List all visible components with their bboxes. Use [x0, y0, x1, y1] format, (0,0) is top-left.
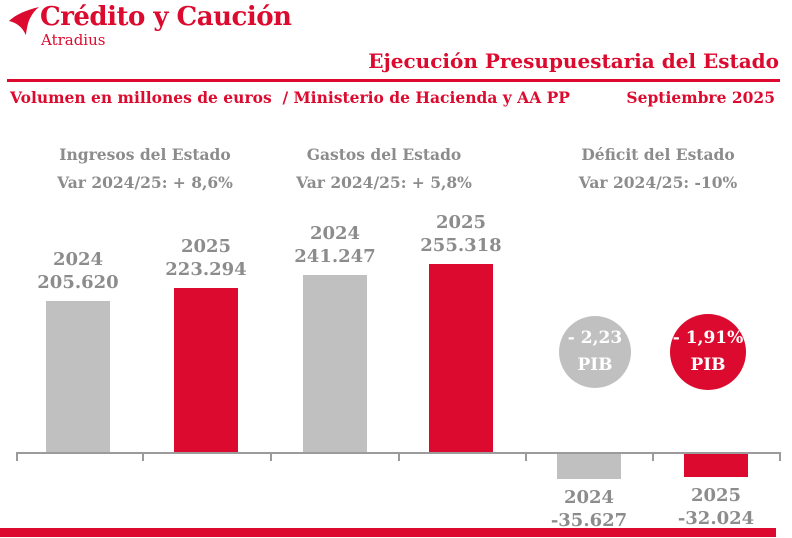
page-title: Ejecución Presupuestaria del Estado — [368, 49, 779, 73]
bar — [174, 288, 238, 453]
axis-tick — [142, 452, 144, 461]
bar — [557, 453, 621, 479]
group-variation: Var 2024/25: + 8,6% — [57, 172, 233, 192]
group-title: Déficit del Estado — [581, 145, 735, 164]
bar-cell-ingresos-2025: 2025 223.294 — [141, 236, 271, 453]
pib-badge-2025: - 1,91% PIB — [670, 314, 746, 390]
bar-cell-deficit-2024: 2024 -35.627 — [524, 453, 654, 532]
bar — [684, 453, 748, 477]
bar-label: 2024 205.620 — [37, 249, 118, 294]
bar-cell-ingresos-2024: 2024 205.620 — [13, 249, 143, 453]
axis-tick — [16, 452, 18, 461]
group-header-deficit: Déficit del Estado Var 2024/25: -10% — [543, 141, 773, 197]
bar-year: 2025 — [690, 485, 742, 506]
group-header-ingresos: Ingresos del Estado Var 2024/25: + 8,6% — [30, 141, 260, 197]
bar-cell-gastos-2024: 2024 241.247 — [270, 223, 400, 453]
bar-year: 2024 — [563, 487, 615, 508]
badge-value: - 1,91% — [672, 327, 744, 348]
bar-label: 2025 -32.024 — [678, 485, 754, 530]
subtitle-right: Septiembre 2025 — [626, 88, 775, 107]
bar-label: 2025 255.318 — [420, 212, 501, 257]
axis-tick — [398, 452, 400, 461]
bar-year: 2025 — [180, 236, 232, 257]
bar-label: 2024 241.247 — [294, 223, 375, 268]
bar-label: 2025 223.294 — [165, 236, 246, 281]
bar-year: 2024 — [52, 249, 104, 270]
pib-badge-2024: - 2,23 PIB — [559, 316, 631, 388]
brand-name: Crédito y Caución — [40, 2, 292, 32]
bar-label: 2024 -35.627 — [551, 487, 627, 532]
axis-tick — [779, 452, 781, 461]
bar-value: 223.294 — [165, 258, 247, 280]
bar-value: 241.247 — [294, 245, 376, 267]
bar — [303, 275, 367, 453]
group-header-gastos: Gastos del Estado Var 2024/25: + 5,8% — [269, 141, 499, 197]
group-variation: Var 2024/25: + 5,8% — [296, 172, 472, 192]
header-rule — [7, 79, 780, 82]
subtitle-left: Volumen en millones de euros / Ministeri… — [10, 88, 570, 107]
bar-cell-gastos-2025: 2025 255.318 — [396, 212, 526, 453]
axis-tick — [652, 452, 654, 461]
group-title: Gastos del Estado — [306, 145, 462, 164]
bar-value: 255.318 — [420, 234, 502, 256]
bar — [429, 264, 493, 453]
badge-sub: PIB — [690, 355, 726, 375]
bar — [46, 301, 110, 453]
footer-band — [0, 528, 776, 537]
group-variation: Var 2024/25: -10% — [578, 172, 738, 192]
badge-value: - 2,23 — [567, 327, 623, 348]
group-title: Ingresos del Estado — [59, 145, 231, 164]
axis-tick — [525, 452, 527, 461]
bar-year: 2025 — [435, 212, 487, 233]
bar-cell-deficit-2025: 2025 -32.024 — [651, 453, 781, 530]
badge-sub: PIB — [577, 355, 613, 375]
brand-subname: Atradius — [41, 31, 106, 49]
axis-tick — [270, 452, 272, 461]
bar-year: 2024 — [309, 223, 361, 244]
bar-value: 205.620 — [37, 271, 119, 293]
brand-bird-icon — [8, 6, 40, 36]
bar-value: -32.024 — [677, 507, 755, 529]
bar-value: -35.627 — [550, 509, 628, 531]
